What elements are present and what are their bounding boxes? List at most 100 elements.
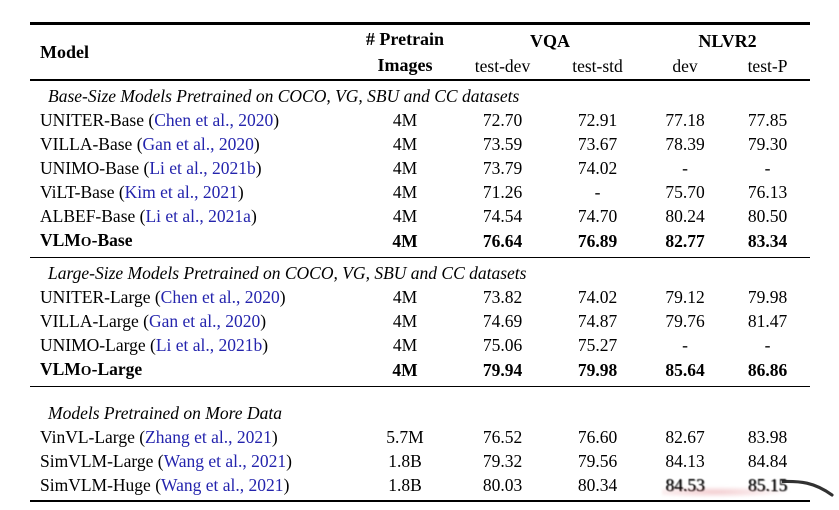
metric-value-cell: 72.91: [577, 110, 618, 130]
metric-value-cell: 76.52: [482, 427, 523, 447]
citation-link[interactable]: Li et al., 2021b: [155, 335, 263, 355]
metric-value-cell: 74.54: [482, 206, 523, 226]
table-row: ALBEF-Base (Li et al., 2021a) 4M 74.54 74.7…: [30, 204, 810, 228]
model-name-cell: ALBEF-Base (Li et al., 2021a): [40, 206, 257, 226]
metric-value-cell: 83.34: [747, 231, 788, 251]
metric-value-cell: 85.64: [665, 360, 705, 380]
metric-value-cell: 84.84: [747, 451, 788, 471]
metric-value-cell: 81.47: [747, 311, 788, 331]
citation-link[interactable]: Chen et al., 2020: [160, 287, 280, 307]
metric-value-cell: -: [764, 158, 771, 178]
model-name: UNIMO-Base: [40, 158, 140, 178]
section-title-row: Base-Size Models Pretrained on COCO, VG,…: [30, 80, 810, 108]
model-name: VinVL-Large: [40, 427, 135, 447]
citation-link[interactable]: Gan et al., 2020: [142, 134, 254, 154]
model-name: o: [80, 363, 92, 378]
metric-value-cell: 85.15: [747, 475, 788, 495]
metric-value-cell: 75.27: [577, 335, 618, 355]
table-row: VILLA-Large (Gan et al., 2020) 4M 74.69 74.…: [30, 309, 810, 333]
model-name-cell: SimVLM-Huge (Wang et al., 2021): [40, 475, 290, 495]
model-name: VILLA-Large: [40, 311, 139, 331]
metric-value-cell: 73.79: [482, 158, 523, 178]
table-row: VLMo-Base 4M 76.64 76.89 82.77 83.34: [30, 228, 810, 258]
table-section: Large-Size Models Pretrained on COCO, VG…: [30, 257, 811, 387]
citation-link[interactable]: Chen et al., 2020: [154, 110, 274, 130]
section-title: Base-Size Models Pretrained on COCO, VG,…: [48, 86, 520, 106]
metric-value-cell: 84.13: [665, 451, 705, 471]
model-name: -Large: [91, 359, 143, 379]
table-row: ViLT-Base (Kim et al., 2021) 4M 71.26 - 75.7…: [30, 180, 810, 204]
metric-value-cell: 79.98: [577, 360, 618, 380]
metric-value-cell: 82.67: [665, 427, 705, 447]
metric-value-cell: 73.59: [482, 134, 523, 154]
model-name-cell: UNIMO-Base (Li et al., 2021b): [40, 158, 262, 178]
pretrain-images-cell: 4M: [392, 287, 418, 307]
metric-value-cell: 76.89: [577, 231, 618, 251]
metric-value-cell: -: [682, 158, 688, 178]
metric-value-cell: 75.70: [665, 182, 705, 202]
metric-value-cell: 79.94: [482, 360, 523, 380]
model-name: VLM: [40, 359, 81, 379]
table-row: UNIMO-Base (Li et al., 2021b) 4M 73.79 74.0…: [30, 156, 810, 180]
metric-value-cell: 79.98: [747, 287, 788, 307]
col-group-vqa: VQA: [530, 31, 570, 51]
section-title-row: Large-Size Models Pretrained on COCO, VG…: [30, 258, 810, 286]
col-header-model: Model: [40, 41, 89, 62]
model-name-cell: UNITER-Base (Chen et al., 2020): [40, 110, 280, 130]
pretrain-images-cell: 5.7M: [386, 427, 424, 447]
col-header-vqa-test-std: test-std: [572, 55, 623, 76]
table-row: SimVLM-Huge (Wang et al., 2021) 1.8B 80.03…: [30, 473, 810, 501]
metric-value-cell: 82.77: [665, 231, 705, 251]
metric-value-cell: 84.53: [665, 475, 705, 495]
model-name: VLM: [40, 230, 81, 250]
pretrain-header-line2: Images: [377, 55, 433, 75]
model-name: ALBEF-Base: [40, 206, 136, 226]
metric-value-cell: 78.39: [665, 134, 705, 154]
model-name-cell: UNITER-Large (Chen et al., 2020): [40, 287, 286, 307]
pretrain-images-cell: 4M: [392, 335, 418, 355]
table-row: UNIMO-Large (Li et al., 2021b) 4M 75.06 75.…: [30, 333, 810, 357]
model-name: UNIMO-Large: [40, 335, 146, 355]
model-name-cell: VinVL-Large (Zhang et al., 2021): [40, 427, 278, 447]
model-name: SimVLM-Huge: [40, 475, 151, 495]
citation-link[interactable]: Zhang et al., 2021: [145, 427, 272, 447]
table-header: Model # Pretrain Images VQA NLVR2 test-d…: [30, 24, 811, 80]
table-row: VLMo-Large 4M 79.94 79.98 85.64 86.86: [30, 357, 810, 387]
metric-value-cell: 76.13: [747, 182, 788, 202]
metric-value-cell: -: [682, 335, 688, 355]
metric-value-cell: 76.60: [577, 427, 618, 447]
model-name: UNITER-Large: [40, 287, 151, 307]
metric-value-cell: 79.30: [747, 134, 788, 154]
metric-value-cell: 73.82: [482, 287, 523, 307]
citation-link[interactable]: Li et al., 2021b: [149, 158, 256, 178]
metric-value-cell: 74.70: [577, 206, 618, 226]
citation-link[interactable]: Gan et al., 2020: [149, 311, 261, 331]
pretrain-images-cell: 1.8B: [388, 451, 422, 471]
metric-value-cell: 74.02: [577, 287, 618, 307]
metric-value-cell: 76.64: [482, 231, 523, 251]
citation-link[interactable]: Kim et al., 2021: [124, 182, 238, 202]
table-row: VinVL-Large (Zhang et al., 2021) 5.7M 76.5…: [30, 425, 810, 449]
pretrain-images-cell: 1.8B: [388, 475, 422, 495]
metric-value-cell: 80.03: [482, 475, 523, 495]
pretrain-images-cell: 4M: [392, 110, 418, 130]
model-name: ViLT-Base: [40, 182, 115, 202]
citation-link[interactable]: Wang et al., 2021: [163, 451, 287, 471]
metric-value-cell: 80.50: [747, 206, 788, 226]
metric-value-cell: 77.85: [747, 110, 788, 130]
results-table: Model # Pretrain Images VQA NLVR2 test-d…: [30, 22, 811, 502]
pretrain-images-cell: 4M: [392, 206, 418, 226]
metric-value-cell: 75.06: [482, 335, 523, 355]
pretrain-images-cell: 4M: [392, 360, 418, 380]
metric-value-cell: 74.69: [482, 311, 523, 331]
col-header-vqa-test-dev: test-dev: [474, 55, 531, 76]
model-name: SimVLM-Large: [40, 451, 154, 471]
metric-value-cell: 74.02: [577, 158, 618, 178]
citation-link[interactable]: Wang et al., 2021: [161, 475, 284, 495]
model-name-cell: VLMo-Base: [30, 228, 355, 258]
metric-value-cell: 79.12: [665, 287, 705, 307]
metric-value-cell: 71.26: [482, 182, 523, 202]
pretrain-images-cell: 4M: [392, 158, 418, 178]
metric-value-cell: 79.56: [577, 451, 618, 471]
citation-link[interactable]: Li et al., 2021a: [145, 206, 251, 226]
